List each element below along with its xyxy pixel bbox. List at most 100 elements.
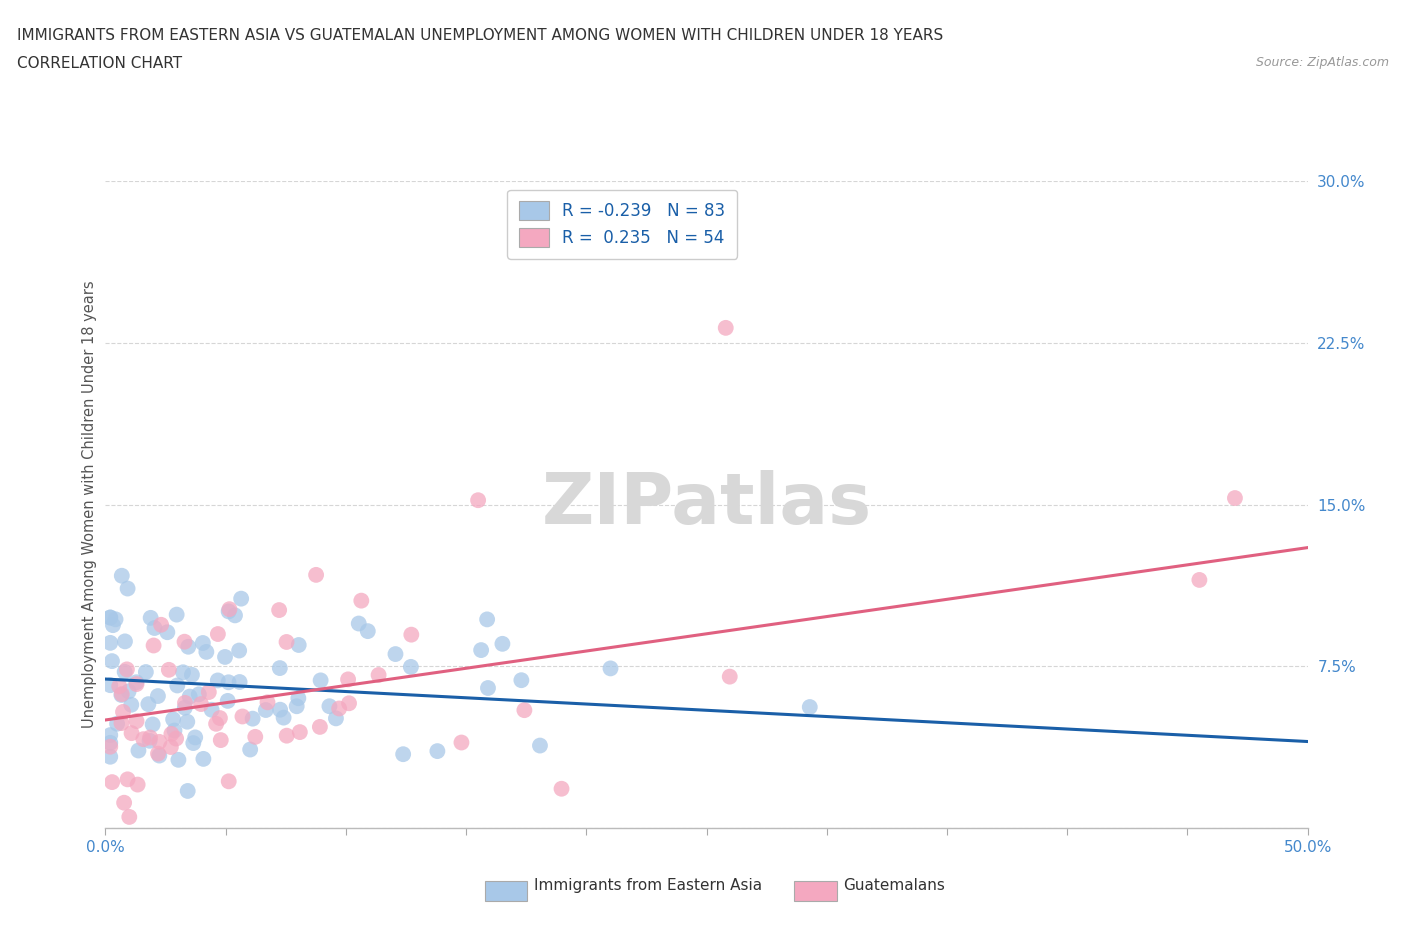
Point xyxy=(401,627,423,642)
Point xyxy=(98,635,121,650)
Point xyxy=(187,687,209,702)
Legend: R = -0.239   N = 83, R =  0.235   N = 54: R = -0.239 N = 83, R = 0.235 N = 54 xyxy=(508,190,737,259)
Point xyxy=(309,720,332,735)
Point xyxy=(174,696,197,711)
Point xyxy=(112,704,135,719)
Text: IMMIGRANTS FROM EASTERN ASIA VS GUATEMALAN UNEMPLOYMENT AMONG WOMEN WITH CHILDRE: IMMIGRANTS FROM EASTERN ASIA VS GUATEMAL… xyxy=(17,28,943,43)
Point xyxy=(475,612,498,627)
Point xyxy=(125,713,148,728)
Point xyxy=(139,730,162,745)
Point xyxy=(110,716,132,731)
Point xyxy=(228,674,250,689)
Point xyxy=(550,781,572,796)
Point xyxy=(142,717,165,732)
Point xyxy=(195,644,218,659)
Text: Source: ZipAtlas.com: Source: ZipAtlas.com xyxy=(1256,56,1389,69)
Point xyxy=(276,634,298,649)
Point xyxy=(110,687,132,702)
Point xyxy=(132,732,155,747)
Point xyxy=(231,591,253,606)
Point xyxy=(166,607,188,622)
Point xyxy=(115,662,138,677)
Point xyxy=(228,644,250,658)
Point xyxy=(138,697,160,711)
Point xyxy=(392,747,415,762)
Point xyxy=(98,610,121,625)
Point xyxy=(325,711,347,725)
Point xyxy=(384,646,406,661)
Point xyxy=(470,643,492,658)
Point xyxy=(114,664,136,679)
Point xyxy=(207,673,229,688)
Point xyxy=(399,659,422,674)
Point xyxy=(160,739,183,754)
Point xyxy=(287,691,309,706)
Point xyxy=(276,728,298,743)
Point xyxy=(288,724,311,739)
Point xyxy=(256,695,278,710)
Point xyxy=(337,672,360,687)
Point xyxy=(148,748,170,763)
Point xyxy=(287,638,309,653)
Point xyxy=(148,735,170,750)
Point xyxy=(273,711,295,725)
Point xyxy=(510,672,533,687)
Point xyxy=(269,702,291,717)
Point xyxy=(214,649,236,664)
Point xyxy=(209,733,232,748)
Point xyxy=(218,675,240,690)
Point xyxy=(347,616,370,631)
Point xyxy=(350,593,373,608)
Point xyxy=(1223,491,1246,506)
Point xyxy=(224,608,246,623)
Point xyxy=(101,654,124,669)
Point xyxy=(328,701,350,716)
Point xyxy=(285,698,308,713)
Point xyxy=(117,581,139,596)
Point xyxy=(799,699,821,714)
Point xyxy=(98,739,121,754)
Point xyxy=(98,750,121,764)
Point xyxy=(218,774,240,789)
Point xyxy=(177,639,200,654)
Point xyxy=(138,734,160,749)
Text: CORRELATION CHART: CORRELATION CHART xyxy=(17,56,181,71)
Point xyxy=(163,723,186,737)
Point xyxy=(218,602,240,617)
Point xyxy=(217,694,239,709)
Point xyxy=(98,727,121,742)
Point xyxy=(198,684,221,699)
Point xyxy=(118,809,141,824)
Y-axis label: Unemployment Among Women with Children Under 18 years: Unemployment Among Women with Children U… xyxy=(82,281,97,728)
Point xyxy=(139,610,162,625)
Point xyxy=(135,665,157,680)
Point xyxy=(125,675,148,690)
Point xyxy=(467,493,489,508)
Point xyxy=(513,703,536,718)
Text: Guatemalans: Guatemalans xyxy=(844,878,945,893)
Point xyxy=(242,711,264,726)
Point xyxy=(98,736,121,751)
Point xyxy=(111,686,134,701)
Point xyxy=(117,684,139,698)
Point xyxy=(98,610,121,625)
Point xyxy=(120,698,142,712)
Point xyxy=(157,662,180,677)
Point xyxy=(337,696,360,711)
Text: ZIPatlas: ZIPatlas xyxy=(541,470,872,539)
Point xyxy=(143,620,166,635)
Point xyxy=(112,795,135,810)
Point xyxy=(357,624,380,639)
Point xyxy=(173,700,195,715)
Point xyxy=(305,567,328,582)
Text: Immigrants from Eastern Asia: Immigrants from Eastern Asia xyxy=(534,878,762,893)
Point xyxy=(127,777,149,792)
Point xyxy=(127,743,149,758)
Point xyxy=(150,618,173,632)
Point xyxy=(477,681,499,696)
Point xyxy=(318,698,340,713)
Point xyxy=(201,702,224,717)
Point xyxy=(114,634,136,649)
Point xyxy=(269,660,291,675)
Point xyxy=(160,726,183,741)
